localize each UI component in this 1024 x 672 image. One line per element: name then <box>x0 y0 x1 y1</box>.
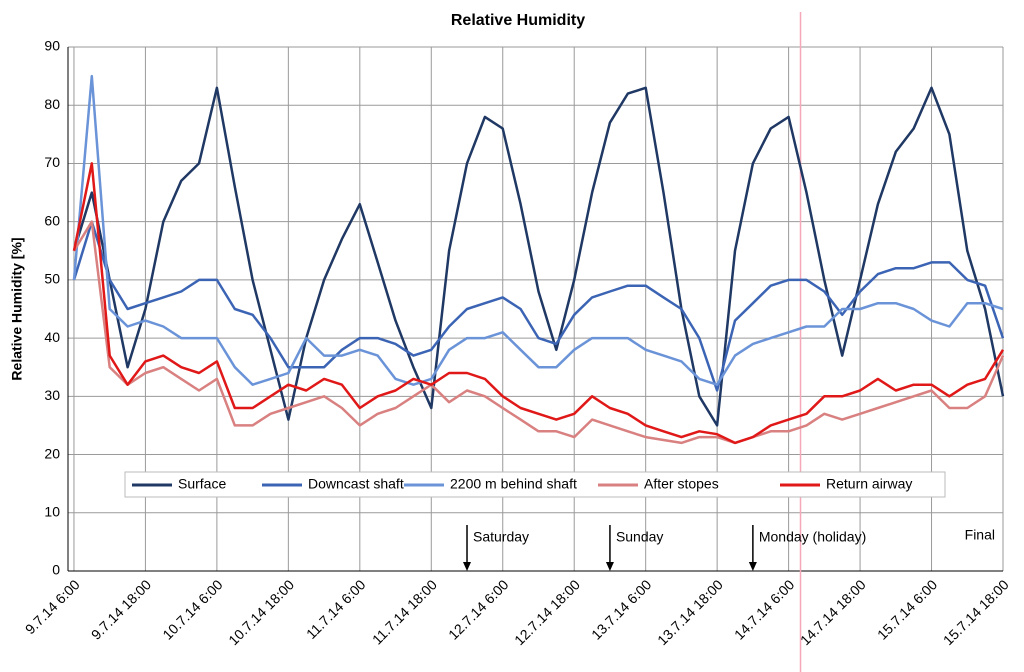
y-tick-label: 90 <box>44 38 60 54</box>
y-axis-label: Relative Humidity [%] <box>9 237 25 380</box>
y-tick-label: 30 <box>44 387 60 403</box>
series-line <box>72 86 1005 427</box>
y-tick-label: 0 <box>52 562 60 578</box>
x-tick-label: 14.7.14 6:00 <box>731 576 798 643</box>
chart-title: Relative Humidity <box>451 12 585 29</box>
series-line <box>72 220 1005 392</box>
x-tick-label: 9.7.14 18:00 <box>88 576 155 643</box>
x-tick-label: 15.7.14 18:00 <box>940 576 1012 648</box>
x-tick-label: 12.7.14 18:00 <box>511 576 583 648</box>
y-tick-label: 60 <box>44 212 60 228</box>
x-tick-label: 13.7.14 6:00 <box>588 576 655 643</box>
y-tick-label: 10 <box>44 503 60 519</box>
arrow-head <box>463 562 472 571</box>
legend-label: Return airway <box>826 476 912 492</box>
annotation: Sunday <box>616 529 663 545</box>
x-tick-label: 14.7.14 18:00 <box>797 576 869 648</box>
arrow-head <box>748 562 757 571</box>
x-tick-label: 12.7.14 6:00 <box>445 576 512 643</box>
x-tick-label: 15.7.14 6:00 <box>874 576 941 643</box>
x-tick-label: 10.7.14 6:00 <box>159 576 226 643</box>
x-tick-label: 11.7.14 18:00 <box>369 576 440 647</box>
y-tick-label: 20 <box>44 445 60 461</box>
series-line <box>72 74 1004 386</box>
y-tick-label: 80 <box>44 96 60 112</box>
annotation: Monday (holiday) <box>759 529 866 545</box>
series-line <box>72 220 1005 445</box>
x-tick-label: 9.7.14 6:00 <box>22 576 83 637</box>
x-tick-label: 13.7.14 18:00 <box>654 576 726 648</box>
legend-label: Surface <box>178 476 226 492</box>
y-tick-label: 50 <box>44 271 60 287</box>
series-line <box>72 162 1005 445</box>
arrow-head <box>605 562 614 571</box>
legend-label: 2200 m behind shaft <box>450 476 577 492</box>
x-tick-label: 11.7.14 6:00 <box>303 576 369 642</box>
x-tick-label: 10.7.14 18:00 <box>225 576 297 648</box>
legend-label: Downcast shaft <box>308 476 404 492</box>
annotation: Final <box>965 527 995 543</box>
y-tick-label: 70 <box>44 154 60 170</box>
y-tick-label: 40 <box>44 329 60 345</box>
legend-label: After stopes <box>644 476 719 492</box>
annotation: Saturday <box>473 529 529 545</box>
